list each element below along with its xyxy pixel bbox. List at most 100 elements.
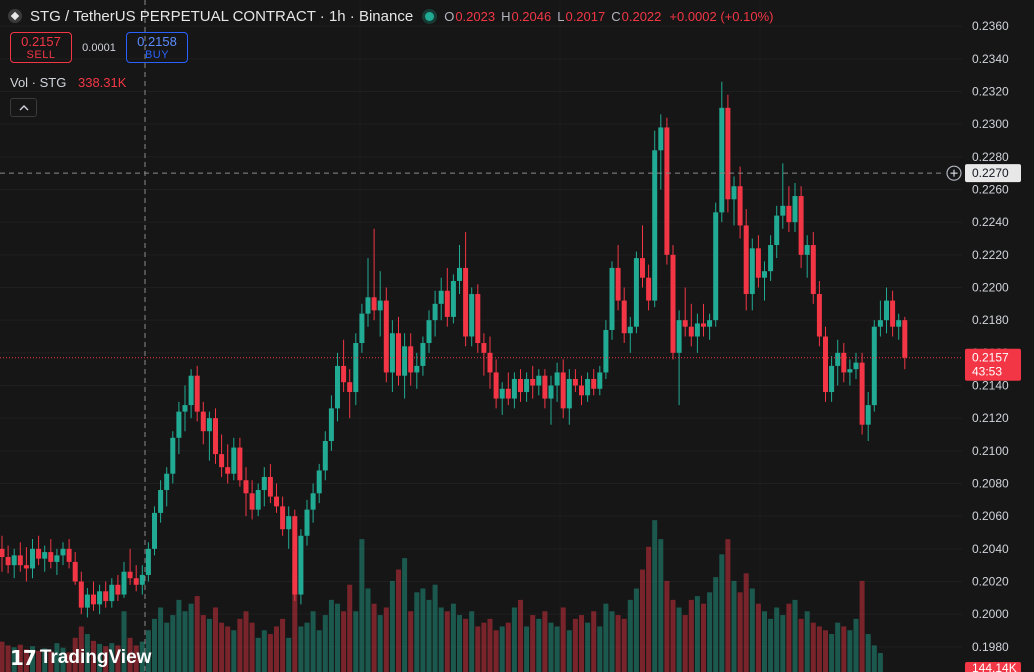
candle-body[interactable]	[884, 300, 889, 321]
candle-body[interactable]	[896, 320, 902, 327]
sell-button[interactable]: 0.2157 SELL	[10, 32, 72, 63]
candle-body[interactable]	[780, 205, 786, 216]
candle-body[interactable]	[213, 418, 218, 455]
candle-body[interactable]	[72, 561, 78, 582]
candle-body[interactable]	[48, 552, 54, 562]
candle-body[interactable]	[572, 378, 578, 386]
candle-body[interactable]	[414, 365, 420, 373]
tradingview-logo[interactable]: 17 TradingView	[10, 646, 151, 670]
candle-body[interactable]	[810, 245, 816, 295]
add-alert-plus-icon[interactable]	[946, 165, 962, 181]
candle-body[interactable]	[591, 378, 597, 389]
candle-body[interactable]	[725, 107, 731, 200]
candle-body[interactable]	[877, 320, 883, 327]
candle-body[interactable]	[444, 290, 450, 317]
candle-body[interactable]	[402, 346, 408, 376]
candle-body[interactable]	[829, 365, 835, 393]
candle-body[interactable]	[249, 493, 255, 510]
candle-body[interactable]	[91, 594, 96, 605]
candle-body[interactable]	[536, 375, 542, 386]
candle-body[interactable]	[511, 378, 517, 399]
candle-body[interactable]	[737, 186, 743, 226]
candle-body[interactable]	[17, 555, 23, 566]
candle-body[interactable]	[554, 372, 560, 386]
candle-body[interactable]	[298, 535, 304, 595]
candle-body[interactable]	[11, 555, 17, 566]
candle-body[interactable]	[225, 467, 231, 474]
candle-body[interactable]	[30, 548, 35, 569]
candle-body[interactable]	[646, 277, 652, 301]
candle-body[interactable]	[341, 365, 347, 383]
candle-body[interactable]	[859, 362, 865, 425]
candle-body[interactable]	[524, 378, 530, 393]
candle-body[interactable]	[664, 127, 670, 255]
candle-body[interactable]	[60, 548, 66, 556]
candle-body[interactable]	[396, 333, 401, 376]
candle-body[interactable]	[145, 548, 151, 575]
candle-body[interactable]	[487, 352, 493, 373]
candle-body[interactable]	[389, 333, 395, 373]
candle-body[interactable]	[627, 326, 633, 334]
candle-body[interactable]	[707, 320, 713, 327]
candle-body[interactable]	[261, 476, 267, 491]
buy-button[interactable]: 0.2158 BUY	[126, 32, 188, 63]
candle-body[interactable]	[377, 300, 383, 311]
candle-body[interactable]	[383, 300, 389, 373]
candle-body[interactable]	[0, 548, 5, 557]
collapse-legend-button[interactable]	[10, 98, 37, 117]
candle-body[interactable]	[109, 584, 115, 602]
candle-body[interactable]	[841, 352, 847, 373]
candle-body[interactable]	[152, 512, 157, 549]
candle-body[interactable]	[170, 437, 176, 474]
candle-body[interactable]	[188, 375, 194, 406]
candle-body[interactable]	[438, 290, 444, 304]
candle-body[interactable]	[902, 320, 908, 358]
candle-body[interactable]	[200, 411, 206, 432]
candle-body[interactable]	[701, 323, 706, 327]
candle-body[interactable]	[255, 490, 261, 510]
candle-body[interactable]	[103, 591, 109, 602]
candle-body[interactable]	[84, 594, 90, 608]
candle-body[interactable]	[475, 294, 481, 344]
candle-body[interactable]	[237, 447, 243, 481]
candle-body[interactable]	[871, 326, 877, 406]
candle-body[interactable]	[615, 267, 621, 301]
candle-body[interactable]	[658, 127, 664, 151]
candle-body[interactable]	[640, 258, 645, 278]
candle-body[interactable]	[133, 578, 139, 585]
candle-body[interactable]	[457, 267, 462, 281]
candle-body[interactable]	[182, 405, 188, 412]
candle-body[interactable]	[194, 375, 200, 412]
candle-body[interactable]	[347, 382, 353, 393]
candle-body[interactable]	[548, 385, 554, 399]
candle-body[interactable]	[670, 254, 676, 353]
candle-body[interactable]	[603, 329, 609, 373]
candle-body[interactable]	[774, 215, 780, 246]
candle-body[interactable]	[243, 480, 249, 494]
candle-body[interactable]	[719, 107, 725, 213]
candle-body[interactable]	[267, 476, 273, 497]
candle-body[interactable]	[121, 571, 127, 595]
candle-body[interactable]	[353, 343, 359, 393]
candle-body[interactable]	[853, 362, 859, 370]
candle-body[interactable]	[743, 225, 749, 295]
candle-body[interactable]	[542, 375, 548, 399]
candle-body[interactable]	[97, 591, 103, 605]
candle-body[interactable]	[274, 496, 279, 507]
candle-body[interactable]	[731, 186, 737, 200]
candle-body[interactable]	[566, 378, 572, 409]
symbol-title[interactable]: STG / TetherUS PERPETUAL CONTRACT · 1h ·…	[30, 7, 414, 25]
candle-body[interactable]	[481, 343, 487, 353]
candle-body[interactable]	[792, 196, 798, 223]
candle-body[interactable]	[749, 248, 755, 295]
candle-body[interactable]	[804, 245, 810, 255]
candle-body[interactable]	[694, 323, 700, 337]
candle-body[interactable]	[127, 571, 133, 579]
candle-body[interactable]	[890, 300, 896, 327]
candle-body[interactable]	[493, 372, 499, 399]
candle-body[interactable]	[585, 378, 591, 396]
candle-body[interactable]	[798, 196, 804, 255]
candle-body[interactable]	[5, 557, 11, 566]
candle-body[interactable]	[865, 405, 871, 425]
